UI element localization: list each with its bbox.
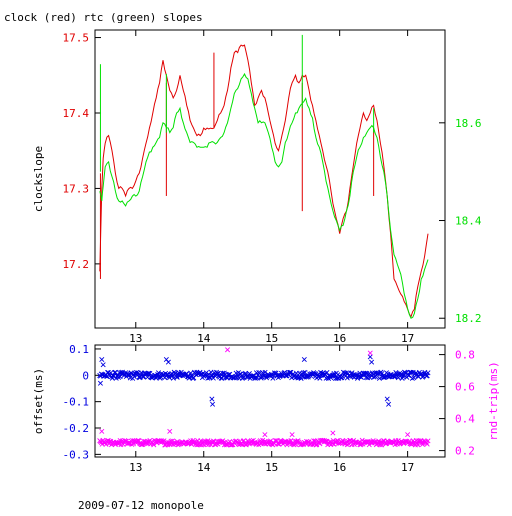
- y-left-tick-label: -0.1: [63, 396, 90, 409]
- scatter-point-rnd-trip: [299, 441, 305, 447]
- y-left-tick-label: 17.4: [63, 107, 90, 120]
- scatter-point-offset: [210, 401, 216, 407]
- footer-label: 2009-07-12 monopole: [78, 499, 204, 512]
- y-right-tick-label: 0.2: [455, 445, 475, 458]
- scatter-point-offset: [409, 370, 415, 376]
- y-left-tick-label: -0.3: [63, 448, 90, 461]
- y-left-tick-label: 17.5: [63, 32, 90, 45]
- scatter-point-rnd-trip: [405, 432, 411, 438]
- scatter-point-rnd-trip: [289, 432, 295, 438]
- scatter-point-rnd-trip: [415, 442, 421, 448]
- top-panel: 13 14 15 16 17 17.2 17.3 17.4 17.5 18.2 18.4 18.6 cl…: [32, 29, 482, 345]
- scatter-point-offset: [209, 396, 215, 402]
- scatter-point-offset: [376, 375, 382, 381]
- scatter-point-offset: [425, 370, 431, 376]
- scatter-point-rnd-trip: [414, 440, 420, 446]
- scatter-point-offset: [225, 372, 231, 378]
- scatter-point-offset: [253, 375, 259, 381]
- scatter-point-offset: [409, 375, 415, 381]
- scatter-point-rnd-trip: [367, 350, 373, 356]
- scatter-point-offset: [288, 369, 294, 375]
- scatter-point-rnd-trip: [167, 428, 173, 434]
- x-tick-label: 15: [265, 461, 278, 474]
- y-right-tick-label: 18.6: [455, 117, 482, 130]
- y-left-axis-label: clockslope: [32, 146, 45, 212]
- x-tick-label: 17: [401, 332, 414, 345]
- plot-frame: [94, 29, 446, 329]
- y-right-tick-label: 0.6: [455, 381, 475, 394]
- y-right-tick-label: 18.2: [455, 312, 482, 325]
- scatter-point-offset: [369, 359, 375, 365]
- scatter-point-rnd-trip: [182, 439, 188, 445]
- y-left-tick-label: -0.2: [63, 422, 90, 435]
- scatter-point-offset: [203, 370, 209, 376]
- scatter-point-rnd-trip: [138, 442, 144, 448]
- scatter-point-offset: [302, 369, 308, 375]
- y-right-tick-label: 0.4: [455, 413, 475, 426]
- y-left-tick-label: 17.2: [63, 258, 90, 271]
- scatter-point-offset: [145, 370, 151, 376]
- scatter-point-offset: [301, 356, 307, 363]
- scatter-point-offset: [384, 396, 390, 402]
- scatter-point-offset: [99, 356, 105, 363]
- scatter-point-rnd-trip: [323, 438, 329, 444]
- x-tick-label: 16: [333, 461, 346, 474]
- scatter-point-offset: [110, 373, 116, 379]
- y-left-tick-label: 17.3: [63, 182, 90, 195]
- scatter-point-offset: [367, 354, 373, 360]
- x-tick-label: 14: [197, 461, 211, 474]
- scatter-point-rnd-trip: [151, 442, 157, 448]
- x-tick-label: 16: [333, 332, 346, 345]
- scatter-point-offset: [300, 370, 306, 376]
- scatter-point-offset: [174, 374, 180, 380]
- y-right-tick-label: 0.8: [455, 349, 475, 362]
- scatter-point-offset: [210, 375, 216, 381]
- scatter-point-rnd-trip: [99, 441, 105, 447]
- series-line-rtc: [99, 72, 429, 319]
- scatter-point-rnd-trip: [425, 438, 431, 444]
- plot-frame: [94, 344, 446, 458]
- x-tick-label: 17: [401, 461, 414, 474]
- y-left-tick-label: 0: [82, 369, 89, 382]
- chart-title: clock (red) rtc (green) slopes: [4, 11, 203, 24]
- scatter-point-rnd-trip: [288, 438, 294, 444]
- scatter-point-offset: [363, 375, 369, 381]
- y-left-tick-label: 0.1: [69, 343, 89, 356]
- scatter-point-offset: [398, 371, 404, 377]
- scatter-point-offset: [386, 401, 392, 407]
- scatter-point-rnd-trip: [293, 441, 299, 447]
- scatter-point-rnd-trip: [262, 432, 268, 438]
- scatter-point-offset: [362, 370, 368, 376]
- scatter-point-offset: [97, 380, 103, 386]
- bottom-panel: 13 14 15 16 17 0.1 0 -0.1 -0.2 -0.3 0.8 0.6 0.4 0.2 of…: [32, 343, 500, 474]
- scatter-point-rnd-trip: [313, 442, 319, 448]
- scatter-point-offset: [170, 375, 176, 381]
- scatter-point-offset: [100, 362, 106, 368]
- scatter-point-rnd-trip: [225, 347, 231, 353]
- scatter-point-offset: [311, 371, 317, 377]
- scatter-point-offset: [282, 369, 288, 375]
- scatter-point-offset: [262, 369, 268, 375]
- scatter-point-offset: [378, 369, 384, 375]
- series-line-clock: [99, 44, 429, 318]
- x-tick-label: 13: [129, 332, 142, 345]
- scatter-point-offset: [424, 373, 430, 379]
- scatter-point-offset: [112, 369, 118, 375]
- y-right-axis-label: rnd-trip(ms): [487, 361, 500, 440]
- y-left-axis-label: offset(ms): [32, 368, 45, 434]
- scatter-point-offset: [165, 359, 171, 365]
- y-right-tick-label: 18.4: [455, 215, 482, 228]
- x-tick-label: 15: [265, 332, 278, 345]
- scatter-point-offset: [317, 375, 323, 381]
- scatter-point-rnd-trip: [99, 428, 105, 434]
- scatter-point-offset: [219, 375, 225, 381]
- scatter-point-rnd-trip: [330, 430, 336, 436]
- x-tick-label: 13: [129, 461, 142, 474]
- scatter-point-rnd-trip: [295, 438, 301, 444]
- scatter-point-rnd-trip: [378, 439, 384, 445]
- x-tick-label: 14: [197, 332, 211, 345]
- scatter-point-offset: [191, 375, 197, 381]
